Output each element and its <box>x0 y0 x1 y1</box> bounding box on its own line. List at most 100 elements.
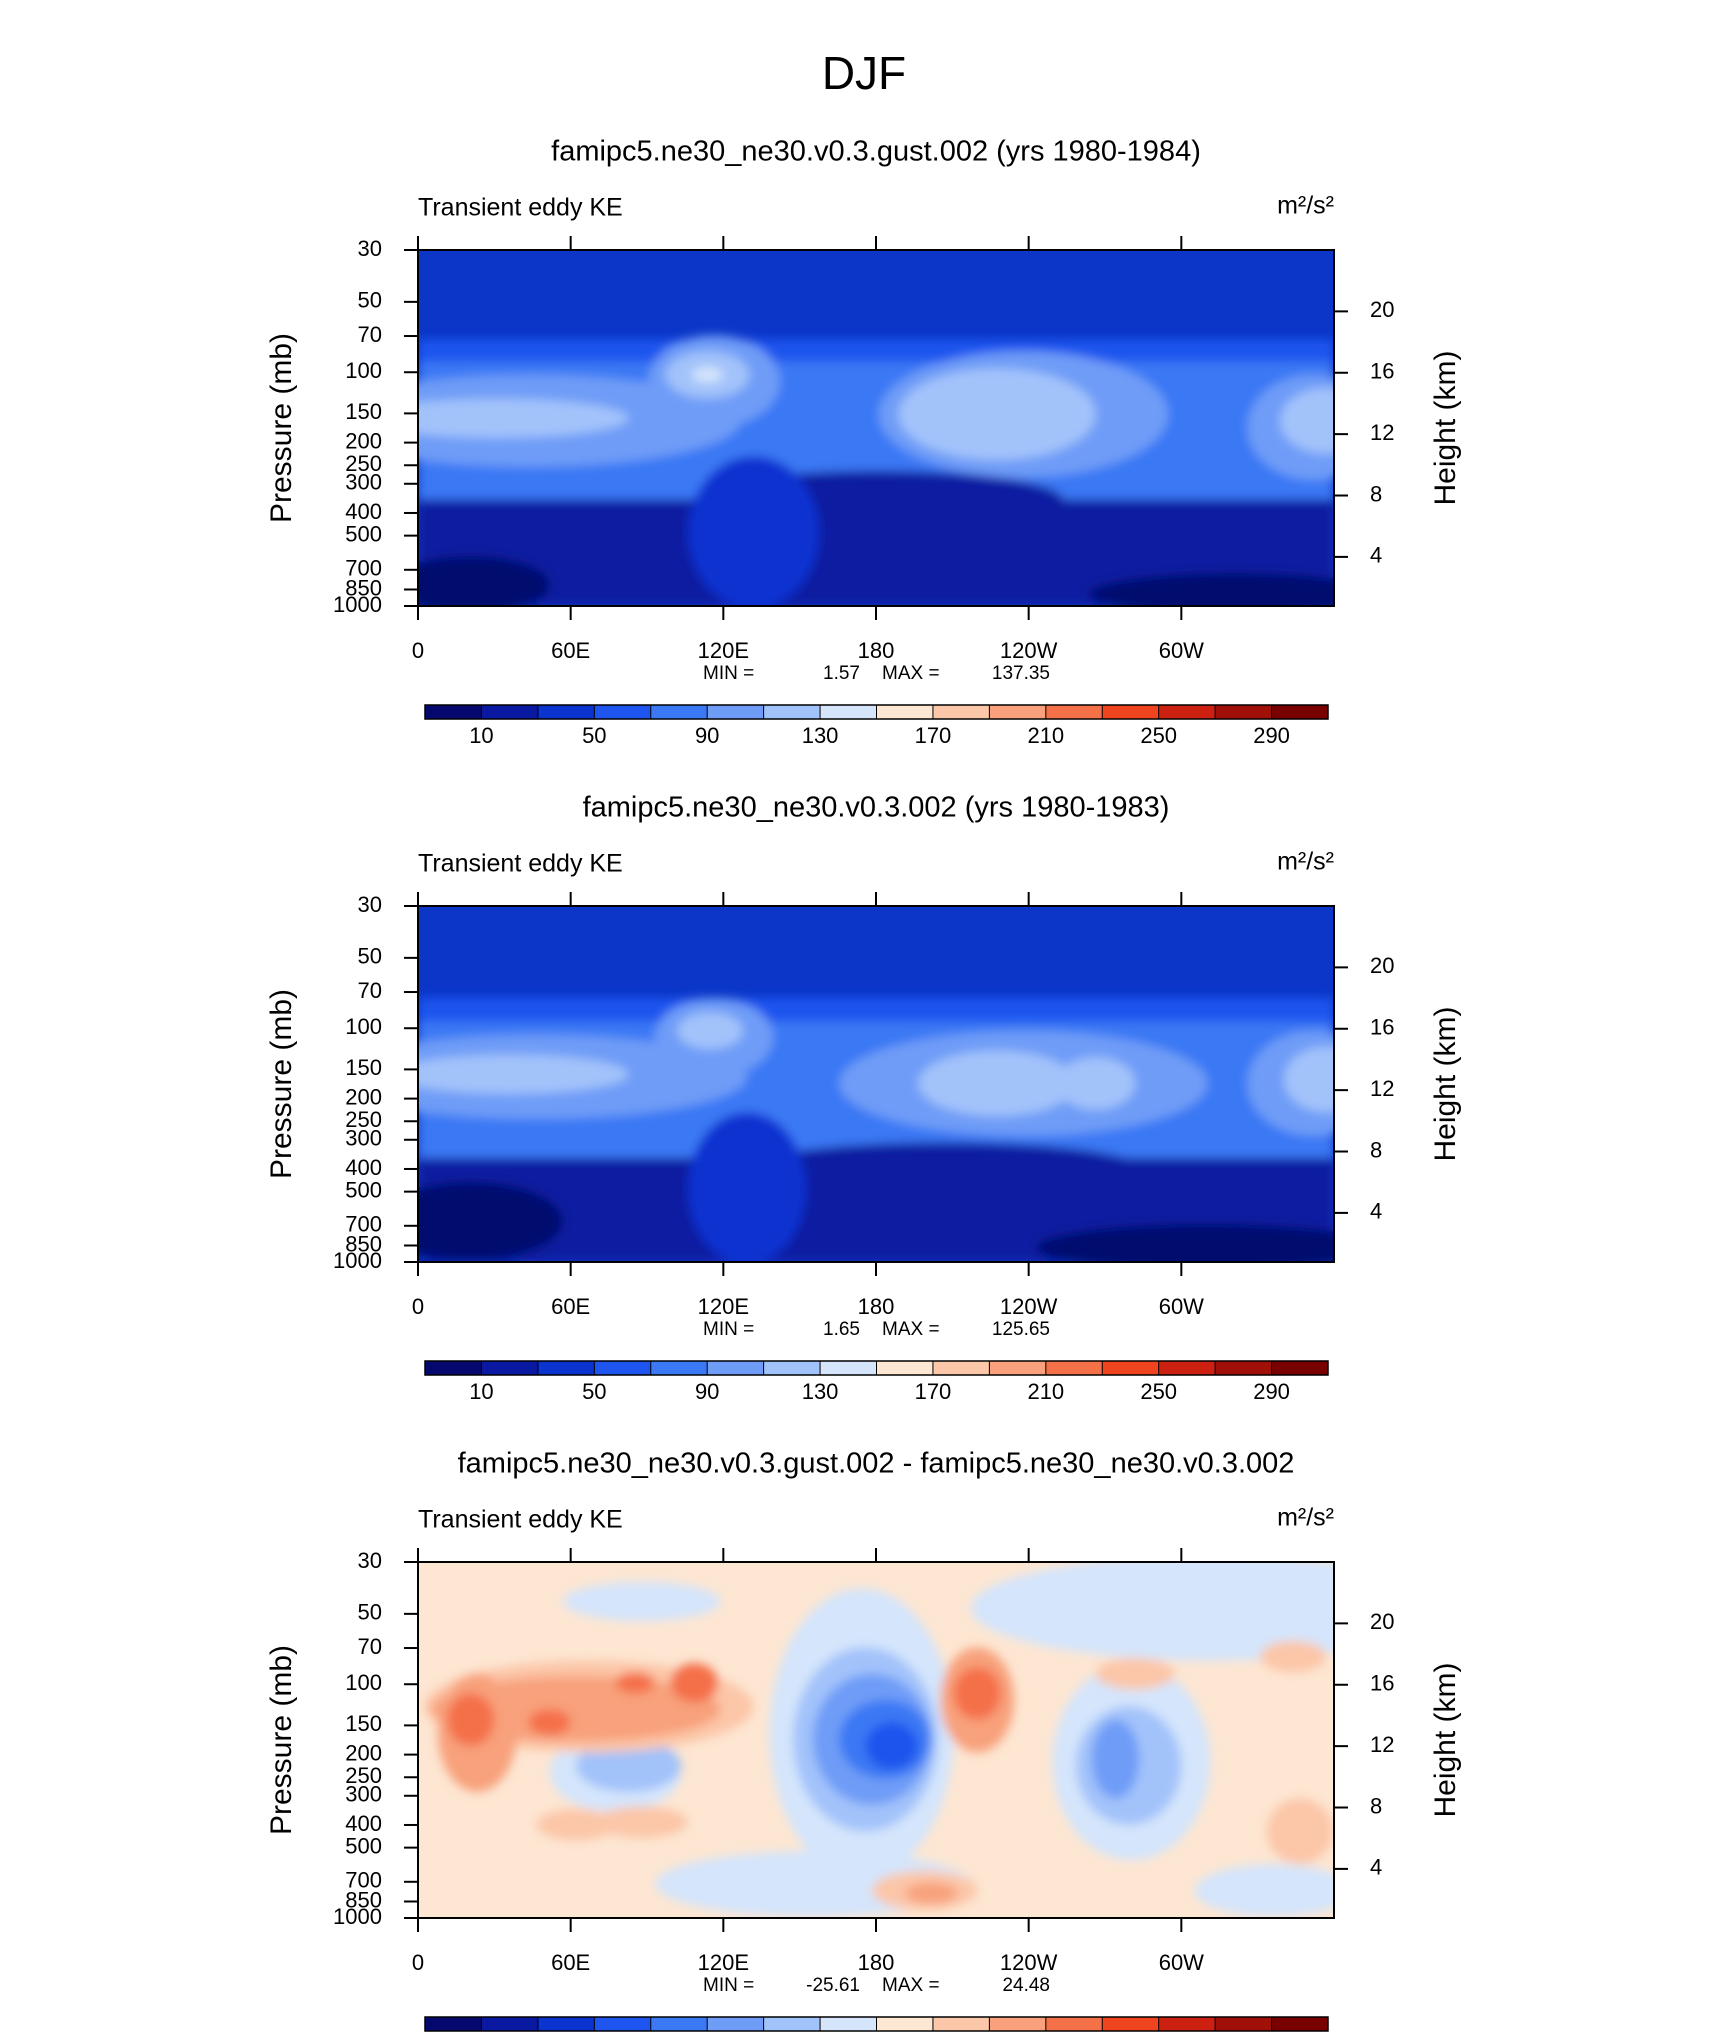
y-axis-label: Pressure (mb) <box>265 989 298 1179</box>
colorbar-label: 290 <box>1253 723 1290 748</box>
colorbar-box <box>1045 705 1103 719</box>
colorbar-box <box>537 1361 595 1375</box>
colorbar-box <box>1158 2017 1216 2031</box>
colorbar-label: -10 <box>748 2035 780 2038</box>
colorbar-box <box>650 2017 708 2031</box>
field-region <box>1091 1719 1140 1799</box>
x-tick-label: 120E <box>698 1294 749 1319</box>
panel-title: famipc5.ne30_ne30.v0.3.gust.002 - famipc… <box>458 1448 1295 1480</box>
colorbar-label: -20 <box>635 2035 667 2038</box>
field-shapes <box>418 997 1334 1262</box>
colorbar-label: 5 <box>927 2035 939 2038</box>
field-region <box>1056 1057 1136 1110</box>
y-tick-label: 150 <box>345 1055 382 1080</box>
x-tick-label: 120W <box>1000 638 1058 663</box>
colorbar-label: 290 <box>1253 1379 1290 1404</box>
colorbar-label: 250 <box>1140 1379 1177 1404</box>
colorbar-box <box>1102 705 1159 719</box>
colorbar-label: -15 <box>691 2035 723 2038</box>
x-tick-label: 60W <box>1159 1294 1204 1319</box>
y-tick-label: 850 <box>345 575 382 600</box>
field-region <box>575 1739 682 1792</box>
field-region <box>1260 1640 1327 1673</box>
colorbar-box <box>1215 2017 1272 2031</box>
colorbar-label: 250 <box>1140 723 1177 748</box>
y-tick-label: 500 <box>345 1177 382 1202</box>
y-tick-label: 100 <box>345 358 382 383</box>
x-tick-label: 0 <box>412 638 424 663</box>
y2-tick-label: 12 <box>1370 1076 1394 1101</box>
max-label: MAX = <box>882 1975 940 1996</box>
min-label: MIN = <box>703 1319 754 1340</box>
y-tick-label: 700 <box>345 1212 382 1237</box>
y2-tick-label: 12 <box>1370 1732 1394 1757</box>
colorbar-frame <box>424 2016 1329 2032</box>
colorbar-label: 10 <box>977 2035 1001 2038</box>
y2-tick-label: 16 <box>1370 359 1394 384</box>
colorbar-box <box>707 1361 764 1375</box>
field-region <box>953 1667 1002 1720</box>
field-region <box>687 456 820 606</box>
right-string: m²/s² <box>1277 192 1334 220</box>
colorbar-box <box>481 2017 538 2031</box>
y-tick-label: 30 <box>358 236 382 261</box>
colorbar-label: 50 <box>582 1379 606 1404</box>
colorbar-box <box>876 705 933 719</box>
min-label: MIN = <box>703 663 754 684</box>
y-tick-label: 500 <box>345 1833 382 1858</box>
left-string: Transient eddy KE <box>418 850 623 878</box>
colorbar-box <box>876 2017 933 2031</box>
colorbar-box <box>1045 1361 1103 1375</box>
y2-tick-label: 8 <box>1370 1137 1382 1162</box>
figure-title: DJF <box>822 47 906 99</box>
y2-axis-label: Height (km) <box>1429 1006 1462 1161</box>
left-string: Transient eddy KE <box>418 1506 623 1534</box>
y-tick-label: 70 <box>358 978 382 1003</box>
colorbar-box <box>1215 1361 1272 1375</box>
colorbar-label: 40 <box>1203 2035 1227 2038</box>
x-tick-label: 120E <box>698 1950 749 1975</box>
y-tick-label: 50 <box>358 288 382 313</box>
field-region <box>918 1050 1077 1117</box>
colorbar-box <box>650 705 708 719</box>
y-tick-label: 700 <box>345 556 382 581</box>
colorbar-label: 130 <box>802 723 839 748</box>
colorbar-box <box>650 1361 708 1375</box>
colorbar-box <box>763 1361 821 1375</box>
colorbar-box <box>932 2017 990 2031</box>
y2-tick-label: 20 <box>1370 1609 1394 1634</box>
field-region <box>418 556 550 606</box>
y-tick-label: 250 <box>345 1107 382 1132</box>
colorbar-box <box>594 2017 651 2031</box>
max-value: 24.48 <box>1002 1975 1050 1996</box>
field-region <box>898 368 1096 461</box>
field-region <box>1284 1046 1334 1113</box>
y-tick-label: 1000 <box>333 592 382 617</box>
field-region <box>1089 573 1334 606</box>
field-region <box>691 366 724 383</box>
y-tick-label: 850 <box>345 1887 382 1912</box>
x-tick-label: 60E <box>551 638 590 663</box>
colorbar-label: -5 <box>810 2035 830 2038</box>
y2-tick-label: 8 <box>1370 481 1382 506</box>
y-tick-label: 50 <box>358 1600 382 1625</box>
colorbar-label: 10 <box>469 723 493 748</box>
y2-axis-label: Height (km) <box>1429 350 1462 505</box>
field-region <box>677 1012 744 1050</box>
field-region <box>904 1882 958 1904</box>
colorbar-box <box>1271 2017 1328 2031</box>
x-tick-label: 180 <box>858 1294 895 1319</box>
field-shapes <box>424 1562 1334 1917</box>
y2-axis-label: Height (km) <box>1429 1662 1462 1817</box>
colorbar-box <box>537 2017 595 2031</box>
right-string: m²/s² <box>1277 1504 1334 1532</box>
x-tick-label: 60E <box>551 1294 590 1319</box>
colorbar-box <box>989 1361 1046 1375</box>
y-tick-label: 70 <box>358 322 382 347</box>
y-tick-label: 300 <box>345 470 382 495</box>
contour-field <box>418 250 1334 606</box>
x-tick-label: 120E <box>698 638 749 663</box>
y-tick-label: 700 <box>345 1868 382 1893</box>
y-tick-label: 250 <box>345 1763 382 1788</box>
